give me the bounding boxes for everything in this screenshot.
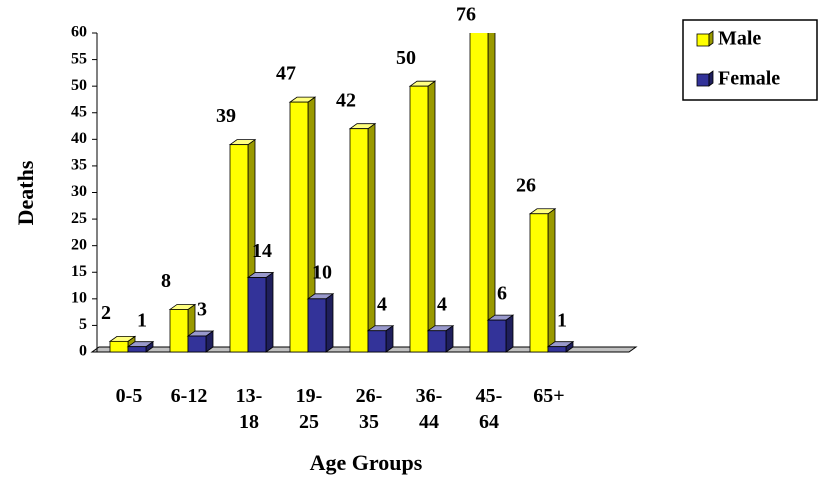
value-label: 26 [516,174,536,196]
bar [187,335,207,353]
bar [469,33,489,353]
legend-swatch [696,73,710,87]
x-tick-label: 6-12 [170,385,208,407]
value-label: 3 [197,299,207,321]
x-tick-label: 45-64 [475,385,503,433]
x-tick-label: 19-25 [295,385,323,433]
y-tick-label: 40 [71,130,87,147]
value-label: 4 [437,293,447,315]
y-tick-label: 30 [71,183,87,200]
bar [229,144,249,353]
value-label: 1 [557,309,567,331]
value-label: 2 [101,302,111,324]
x-tick-label: 65+ [533,385,565,407]
x-tick-label: 36-44 [415,385,443,433]
bar-side [367,122,376,353]
bar [427,330,447,353]
bar [529,213,549,353]
value-label: 47 [276,63,296,85]
value-label: 8 [161,270,171,292]
bar-side [547,207,556,353]
y-tick-label: 60 [71,24,87,41]
value-label: 14 [252,240,272,262]
bar [169,309,189,353]
value-label: 1 [137,309,147,331]
bar [247,277,267,353]
x-tick-label: 13-18 [235,385,263,433]
y-tick-label: 55 [71,50,87,67]
value-label: 4 [377,293,387,315]
bar [127,346,147,353]
legend-swatch-side [708,70,714,87]
y-tick-label: 5 [79,316,87,333]
bar [349,128,369,353]
bar-side [325,293,334,353]
value-label: 10 [312,261,332,283]
value-label: 39 [216,105,236,127]
x-tick-label: 0-5 [115,385,143,407]
value-label: 50 [396,47,416,69]
bar [307,298,327,353]
bar-side [487,33,496,353]
value-label: 6 [497,283,507,305]
value-label: 76 [456,4,476,26]
bar [367,330,387,353]
legend-swatch [696,33,710,47]
legend-label: Female [718,68,780,90]
y-tick-label: 45 [71,103,87,120]
y-tick-label: 0 [79,343,87,360]
x-axis-title: Age Groups [310,450,423,475]
bar-side [505,314,514,353]
legend-label: Male [718,28,761,50]
bar [487,319,507,353]
bar-side [427,80,436,353]
y-tick-label: 25 [71,210,87,227]
y-axis-title: Deaths [13,160,38,225]
value-label: 42 [336,89,356,111]
y-tick-label: 10 [71,290,87,307]
bar [109,340,129,353]
legend-swatch-side [708,30,714,47]
bar [547,346,567,353]
y-tick-label: 20 [71,236,87,253]
bar [289,101,309,353]
y-tick-label: 50 [71,77,87,94]
x-tick-label: 26-35 [355,385,383,433]
legend-box [682,19,818,101]
y-tick-label: 35 [71,157,87,174]
bar [409,85,429,353]
bar-side [265,271,274,353]
y-tick-label: 15 [71,263,87,280]
bars [108,33,575,353]
